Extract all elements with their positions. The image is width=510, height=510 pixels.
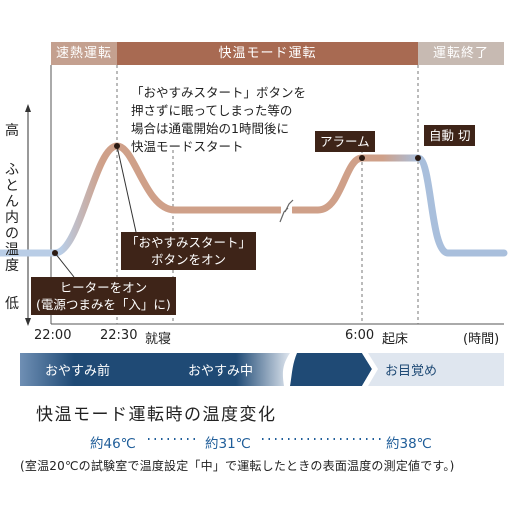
footnote: (室温20℃の試験室で温度設定「中」で運転したときの表面温度の測定値です。) (20, 459, 455, 473)
callout-auto-off: 自動 切 (424, 125, 476, 146)
band-label-wake: お目覚め (385, 364, 438, 379)
marker-heater-on (52, 250, 58, 256)
break-gap (281, 200, 292, 222)
callout-oyasumi-line-2: ボタンをオン (151, 252, 227, 267)
connector-heater (54, 252, 75, 278)
connector-oyasumi (116, 145, 137, 233)
wake-band (362, 353, 504, 386)
callout-alarm: アラーム (315, 131, 375, 152)
y-axis-title: ふとん内の温度 (5, 162, 19, 274)
marker-alarm (359, 155, 365, 161)
note-text: 「おやすみスタート」ボタンを 押さずに眠ってしまった等の 場合は通電開始の1時間… (131, 84, 306, 156)
y-label-high: 高 (5, 123, 19, 139)
y-axis-arrow-down (25, 318, 31, 326)
chart-title: 快温モード運転時の温度変化 (36, 405, 277, 425)
phase-rapid-heating: 速熱運転 (51, 42, 117, 65)
note-line-2: 押さずに眠ってしまった等の (131, 103, 293, 118)
temp-wake: 約38℃ (386, 436, 432, 452)
note-line-1: 「おやすみスタート」ボタンを (131, 85, 307, 100)
temp-rapid: 約46℃ (90, 436, 136, 452)
x-tick-2200: 22:00 (34, 328, 72, 343)
note-line-3: 場合は通電開始の1時間後に (131, 121, 289, 136)
band-label-during: おやすみ中 (188, 364, 254, 379)
phase-keep-warm: 快温モード運転 (117, 42, 418, 65)
band-divider (362, 353, 378, 386)
marker-auto-off (415, 155, 421, 161)
phase-end: 運転終了 (418, 42, 504, 65)
callout-heater-line-1: ヒーターをオン (59, 280, 148, 295)
sleep-band (20, 353, 290, 386)
temp-sleep: 約31℃ (205, 436, 251, 452)
marker-peak (114, 143, 120, 149)
y-label-low: 低 (5, 296, 19, 312)
x-tick-wake: 起床 (382, 332, 409, 347)
x-tick-600: 6:00 (345, 328, 375, 343)
sleep-band-right (290, 353, 372, 386)
callout-oyasumi-line-1: 「おやすみスタート」 (126, 235, 252, 250)
callout-heater-on: ヒーターをオン (電源つまみを「入」に) (31, 277, 176, 315)
break-mark-2 (284, 199, 294, 213)
x-tick-2230: 22:30 (100, 328, 138, 343)
callout-heater-line-2: (電源つまみを「入」に) (36, 297, 171, 312)
callout-oyasumi-start: 「おやすみスタート」 ボタンをオン (121, 232, 257, 270)
y-axis-arrow-up (25, 104, 31, 112)
band-label-before: おやすみ前 (45, 364, 111, 379)
x-tick-sleep: 就寝 (145, 332, 172, 347)
note-line-4: 快温モードスタート (131, 139, 244, 154)
x-axis-unit: (時間) (463, 332, 500, 347)
